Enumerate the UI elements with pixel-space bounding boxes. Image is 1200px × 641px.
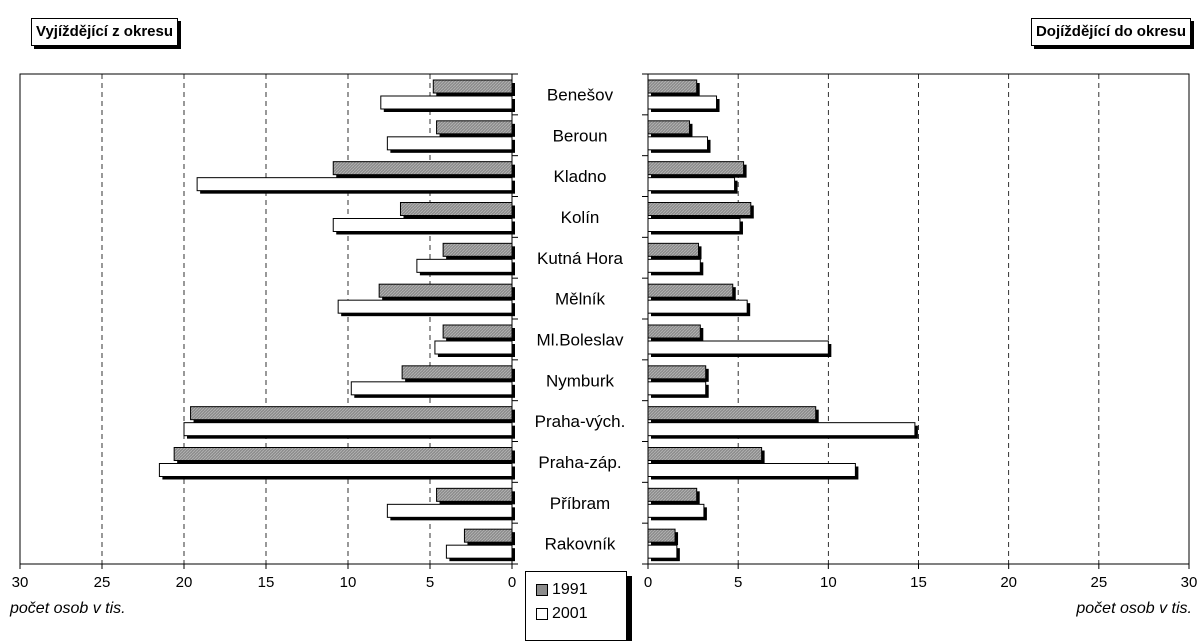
right-bar-1991 <box>647 487 698 502</box>
left-bar-2001 <box>183 422 513 437</box>
right-bar-2001 <box>647 381 707 396</box>
right-bar-1991 <box>647 324 701 339</box>
right-bar-2001 <box>647 422 916 437</box>
right-bar-2001 <box>647 299 748 314</box>
left-bar-2001 <box>196 177 513 192</box>
left-bar-1991 <box>401 365 513 380</box>
right-bar-2001 <box>647 95 718 110</box>
right-x-axis-label: počet osob v tis. <box>1076 600 1192 617</box>
left-panel-title: Vyjíždějící z okresu <box>31 18 178 46</box>
right-bar-2001 <box>647 258 701 273</box>
left-bar-1991 <box>190 406 513 421</box>
category-label: Nymburk <box>546 371 615 390</box>
right-bar-1991 <box>647 528 676 543</box>
left-x-tick-label: 30 <box>12 574 29 591</box>
right-bar-2001 <box>647 503 705 518</box>
category-label: Kolín <box>561 208 600 227</box>
category-label: Kutná Hora <box>537 249 624 268</box>
left-bar-2001 <box>337 299 513 314</box>
left-x-tick-label: 0 <box>508 574 516 591</box>
category-label: Benešov <box>547 85 614 104</box>
legend-swatch-2001 <box>536 608 548 620</box>
category-label: Beroun <box>553 126 608 145</box>
right-x-tick-label: 0 <box>644 574 652 591</box>
left-bar-1991 <box>436 487 513 502</box>
left-bar-1991 <box>463 528 513 543</box>
right-panel-plot: 0 5 10 15 20 25 30 <box>642 73 1198 591</box>
legend-item-2001: 2001 <box>536 604 588 624</box>
left-bar-2001 <box>416 258 513 273</box>
left-x-tick-label: 10 <box>340 574 357 591</box>
category-label: Mělník <box>555 290 606 309</box>
left-bar-1991 <box>399 202 513 216</box>
left-x-tick-label: 20 <box>176 574 193 591</box>
left-bar-1991 <box>378 283 513 298</box>
legend-swatch-1991 <box>536 584 548 596</box>
right-bar-2001 <box>647 463 856 477</box>
right-panel-title: Dojíždějící do okresu <box>1030 18 1191 46</box>
right-bar-2001 <box>647 544 678 559</box>
left-bar-2001 <box>434 340 513 355</box>
right-bar-2001 <box>647 136 709 151</box>
left-x-axis-label: počet osob v tis. <box>10 600 126 617</box>
left-bar-1991 <box>442 242 513 257</box>
category-label: Rakovník <box>545 535 616 554</box>
right-bar-2001 <box>647 340 829 355</box>
right-bar-1991 <box>647 283 734 298</box>
left-x-tick-label: 25 <box>94 574 111 591</box>
category-label: Praha-záp. <box>538 453 621 472</box>
category-label: Kladno <box>554 167 607 186</box>
right-x-tick-label: 5 <box>734 574 742 591</box>
left-bar-2001 <box>332 218 513 232</box>
category-label: Ml.Boleslav <box>537 330 624 349</box>
left-bar-2001 <box>158 463 513 477</box>
left-bar-1991 <box>432 79 513 94</box>
right-bar-1991 <box>647 365 707 380</box>
left-bar-1991 <box>442 324 513 339</box>
category-label: Příbram <box>550 494 610 513</box>
right-bar-1991 <box>647 161 745 176</box>
left-bar-2001 <box>445 544 513 559</box>
legend-item-1991: 1991 <box>536 580 588 600</box>
legend-label-1991: 1991 <box>552 581 588 598</box>
left-bar-1991 <box>436 120 513 135</box>
right-x-tick-label: 10 <box>820 574 837 591</box>
legend: 1991 2001 <box>525 571 627 641</box>
left-x-tick-label: 15 <box>258 574 275 591</box>
category-labels: Benešov Beroun Kladno Kolín Kutná Hora Mělník… <box>535 85 626 553</box>
right-x-tick-label: 20 <box>1000 574 1017 591</box>
right-x-tick-label: 15 <box>910 574 927 591</box>
left-bar-1991 <box>332 161 513 176</box>
right-bar-1991 <box>647 79 698 94</box>
left-bar-2001 <box>380 95 513 110</box>
right-bar-1991 <box>647 202 752 216</box>
legend-label-2001: 2001 <box>552 605 588 622</box>
right-bar-1991 <box>647 406 817 421</box>
left-x-tick-label: 5 <box>426 574 434 591</box>
left-bar-2001 <box>386 503 513 518</box>
left-bar-2001 <box>350 381 513 396</box>
left-panel-plot: 0 5 10 15 20 25 30 <box>12 73 518 591</box>
right-bar-1991 <box>647 447 763 461</box>
category-label: Praha-vých. <box>535 412 626 431</box>
left-bar-2001 <box>386 136 513 151</box>
right-bar-1991 <box>647 242 699 257</box>
right-bar-2001 <box>647 177 736 192</box>
right-bar-1991 <box>647 120 690 135</box>
right-bar-2001 <box>647 218 741 232</box>
right-x-tick-label: 25 <box>1090 574 1107 591</box>
left-bar-1991 <box>173 447 513 461</box>
right-x-tick-label: 30 <box>1181 574 1198 591</box>
